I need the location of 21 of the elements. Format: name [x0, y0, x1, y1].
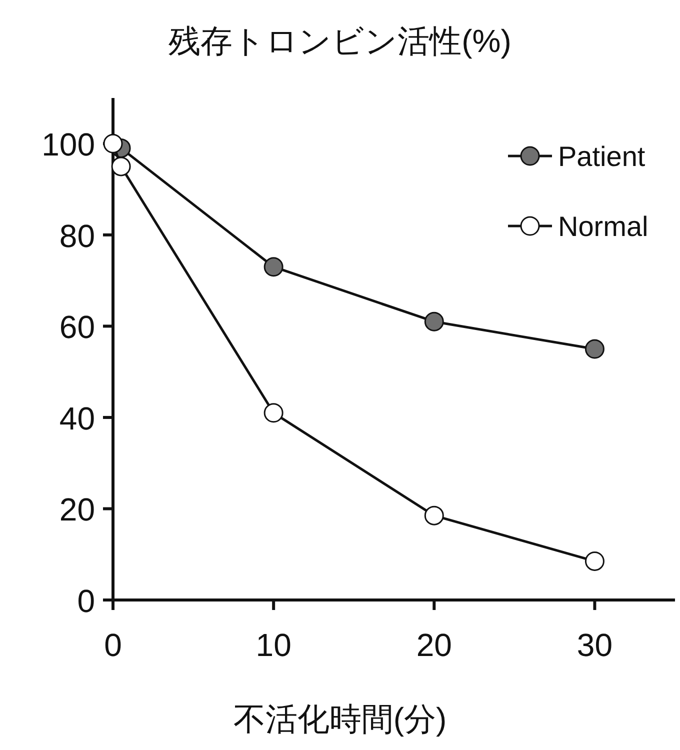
- xtick: 10: [256, 627, 292, 663]
- point: [584, 551, 604, 571]
- title: 残存トロンビン活性(%): [168, 23, 512, 59]
- point: [584, 339, 604, 359]
- point: [424, 312, 444, 332]
- ytick: 20: [59, 492, 95, 528]
- xlabel: 不活化時間(分): [233, 701, 447, 737]
- point: [264, 403, 284, 423]
- ytick: 40: [59, 400, 95, 436]
- legend-label: Patient: [558, 141, 646, 172]
- legend-label: Normal: [558, 211, 648, 242]
- ytick: 60: [59, 309, 95, 346]
- ytick: 0: [77, 583, 95, 619]
- xtick: 30: [576, 627, 612, 663]
- point: [111, 156, 131, 176]
- xtick: 0: [104, 627, 122, 663]
- point: [424, 506, 444, 526]
- xtick: 20: [416, 627, 452, 663]
- point: [264, 257, 284, 277]
- ytick: 80: [59, 218, 95, 254]
- ytick: 100: [42, 126, 95, 163]
